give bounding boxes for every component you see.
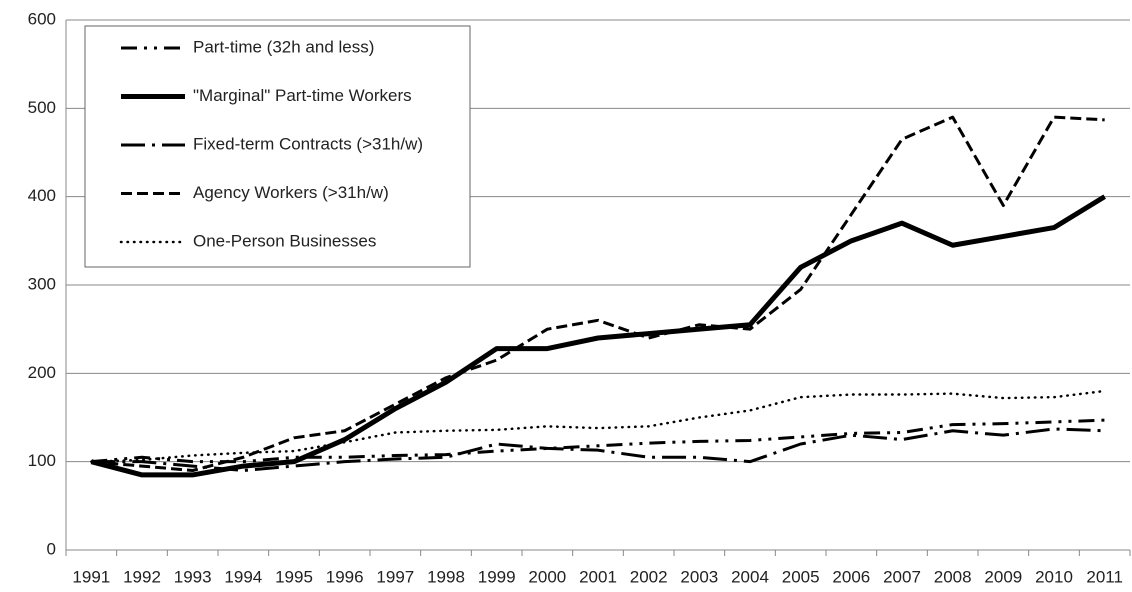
x-tick-label: 2002	[630, 567, 668, 586]
series-line	[90, 389, 1106, 463]
y-tick-label: 500	[28, 98, 56, 117]
x-tick-label: 2001	[579, 567, 617, 586]
series-line	[91, 427, 1105, 472]
y-tick-label: 300	[28, 274, 56, 293]
x-tick-label: 2010	[1035, 567, 1073, 586]
x-tick-label: 2011	[1086, 567, 1123, 586]
x-tick-label: 2009	[984, 567, 1022, 586]
x-tick-label: 2003	[680, 567, 718, 586]
legend-label: Agency Workers (>31h/w)	[193, 183, 389, 202]
x-tick-label: 1997	[376, 567, 414, 586]
x-tick-label: 2006	[832, 567, 870, 586]
legend-label: "Marginal" Part-time Workers	[193, 86, 412, 105]
x-tick-label: 2000	[528, 567, 566, 586]
series-line	[91, 115, 1105, 472]
y-tick-label: 100	[28, 451, 56, 470]
x-tick-label: 2004	[731, 567, 769, 586]
x-tick-label: 2008	[934, 567, 972, 586]
y-tick-label: 0	[47, 539, 56, 558]
x-tick-label: 1994	[224, 567, 262, 586]
legend-label: Fixed-term Contracts (>31h/w)	[193, 134, 423, 153]
x-tick-label: 1998	[427, 567, 465, 586]
series-line	[90, 194, 1106, 478]
x-tick-label: 1995	[275, 567, 313, 586]
legend-label: One-Person Businesses	[193, 231, 376, 250]
x-tick-label: 1992	[123, 567, 161, 586]
x-tick-label: 1993	[174, 567, 212, 586]
x-tick-label: 1991	[72, 567, 110, 586]
legend-label: Part-time (32h and less)	[193, 37, 374, 56]
series-line	[91, 418, 1105, 464]
legend-box	[84, 25, 471, 268]
y-tick-label: 600	[28, 9, 56, 28]
x-tick-label: 1999	[478, 567, 516, 586]
x-tick-label: 2007	[883, 567, 921, 586]
x-tick-label: 2005	[782, 567, 820, 586]
y-tick-label: 400	[28, 186, 56, 205]
y-tick-label: 200	[28, 363, 56, 382]
x-tick-label: 1996	[326, 567, 364, 586]
